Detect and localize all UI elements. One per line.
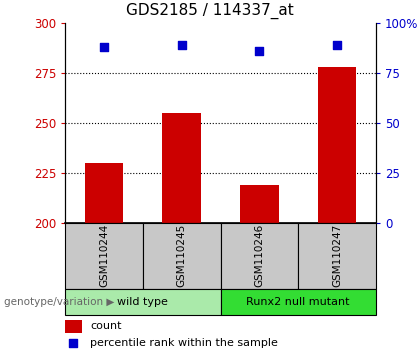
Bar: [65, 320, 82, 333]
Bar: [220, 289, 376, 315]
Text: GDS2185 / 114337_at: GDS2185 / 114337_at: [126, 3, 294, 19]
Text: count: count: [90, 321, 121, 331]
Point: [256, 48, 263, 54]
Text: GSM110246: GSM110246: [255, 224, 264, 287]
Bar: [65, 223, 143, 289]
Text: genotype/variation ▶: genotype/variation ▶: [4, 297, 115, 307]
Bar: [220, 223, 298, 289]
Bar: [318, 67, 357, 223]
Point: [334, 42, 341, 48]
Bar: [162, 113, 201, 223]
Point: [70, 340, 77, 346]
Text: wild type: wild type: [117, 297, 168, 307]
Bar: [240, 185, 279, 223]
Text: Runx2 null mutant: Runx2 null mutant: [247, 297, 350, 307]
Bar: [65, 289, 220, 315]
Text: GSM110247: GSM110247: [332, 224, 342, 287]
Text: GSM110244: GSM110244: [99, 224, 109, 287]
Point: [101, 44, 108, 50]
Point: [178, 42, 185, 48]
Bar: [298, 223, 376, 289]
Bar: [143, 223, 220, 289]
Text: percentile rank within the sample: percentile rank within the sample: [90, 338, 278, 348]
Text: GSM110245: GSM110245: [177, 224, 186, 287]
Bar: [84, 163, 123, 223]
